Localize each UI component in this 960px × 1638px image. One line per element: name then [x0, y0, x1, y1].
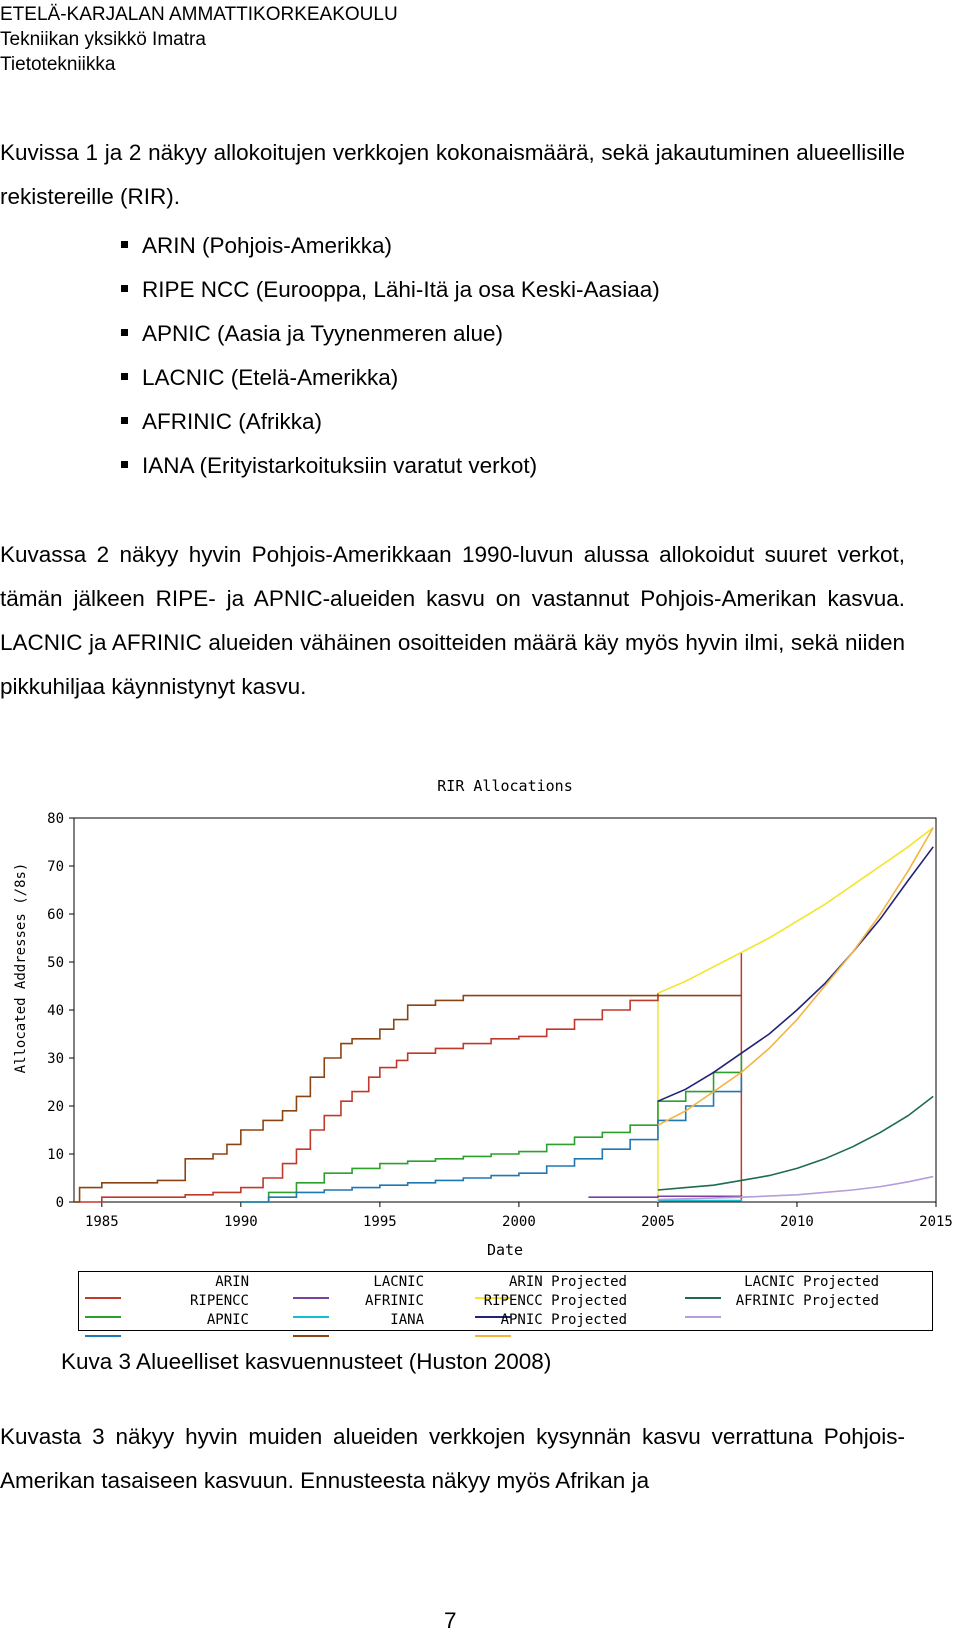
rir-allocations-chart: RIR Allocations Allocated Addresses (/8s…: [13, 777, 953, 1259]
legend-label: LACNIC: [373, 1274, 424, 1290]
series-lacnic-projected: [657, 1095, 934, 1191]
series-iana: [74, 994, 742, 1203]
series-afrinic: [657, 1199, 743, 1202]
legend-entry: APNIC: [79, 1312, 289, 1344]
y-tick-label: 50: [47, 955, 64, 971]
y-tick-label: 10: [47, 1147, 64, 1163]
list-item: AFRINIC (Afrikka): [121, 400, 660, 444]
legend-swatch: [475, 1335, 511, 1337]
bullet-square-icon: [121, 285, 128, 292]
document-header: ETELÄ-KARJALAN AMMATTIKORKEAKOULU Teknii…: [0, 2, 398, 77]
legend-swatch: [475, 1297, 511, 1299]
series-ripencc: [240, 1053, 743, 1203]
header-school: ETELÄ-KARJALAN AMMATTIKORKEAKOULU: [0, 4, 398, 25]
x-axis-label: Date: [487, 1241, 523, 1259]
closing-paragraph: Kuvasta 3 näkyy hyvin muiden alueiden ve…: [0, 1424, 905, 1493]
legend-label: IANA: [390, 1312, 424, 1328]
list-item: RIPE NCC (Eurooppa, Lähi-Itä ja osa Kesk…: [121, 268, 660, 312]
legend-entry: LACNIC Projected: [679, 1274, 919, 1306]
chart-title: RIR Allocations: [437, 777, 572, 795]
legend-swatch: [475, 1316, 511, 1318]
bullet-square-icon: [121, 461, 128, 468]
x-tick-label: 2015: [919, 1214, 953, 1230]
legend-swatch: [293, 1297, 329, 1299]
x-tick-label: 1985: [85, 1214, 119, 1230]
series-ripencc-projected: [657, 846, 934, 1102]
y-tick-label: 40: [47, 1003, 64, 1019]
legend-swatch: [85, 1297, 121, 1299]
legend-swatch: [85, 1316, 121, 1318]
figure-caption: Kuva 3 Alueelliset kasvuennusteet (Husto…: [61, 1349, 552, 1374]
x-tick-label: 1990: [224, 1214, 258, 1230]
legend-swatch: [685, 1297, 721, 1299]
legend-label: LACNIC Projected: [744, 1274, 879, 1290]
legend-entry: ARIN Projected: [469, 1274, 667, 1306]
list-item: IANA (Erityistarkoituksiin varatut verko…: [121, 444, 660, 488]
series-lacnic: [588, 1194, 743, 1198]
legend-entry: AFRINIC: [287, 1293, 464, 1325]
list-item: LACNIC (Etelä-Amerikka): [121, 356, 660, 400]
list-item: ARIN (Pohjois-Amerikka): [121, 224, 660, 268]
analysis-paragraph: Kuvassa 2 näkyy hyvin Pohjois-Amerikkaan…: [0, 542, 905, 699]
legend-entry: RIPENCC Projected: [469, 1293, 667, 1325]
x-tick-label: 2010: [780, 1214, 814, 1230]
y-tick-label: 20: [47, 1099, 64, 1115]
legend-label: APNIC Projected: [500, 1312, 627, 1328]
legend-label: RIPENCC Projected: [483, 1293, 627, 1309]
legend-label: AFRINIC Projected: [735, 1293, 879, 1309]
legend-label: RIPENCC: [189, 1293, 249, 1309]
y-tick-label: 80: [47, 811, 64, 827]
bullet-square-icon: [121, 241, 128, 248]
series-apnic: [240, 1077, 743, 1203]
legend-swatch: [293, 1316, 329, 1318]
legend-label: ARIN: [215, 1274, 249, 1290]
bullet-square-icon: [121, 329, 128, 336]
y-axis: 0 10 20 30 40 50 60 70 80: [47, 811, 74, 1211]
intro-paragraph: Kuvissa 1 ja 2 näkyy allokoitujen verkko…: [0, 140, 905, 209]
chart-legend: ARIN RIPENCC APNIC LACNIC AFRINIC IANA ARIN Pr…: [78, 1271, 933, 1337]
x-tick-label: 2000: [502, 1214, 536, 1230]
legend-swatch: [85, 1335, 121, 1337]
legend-entry: ARIN: [79, 1274, 289, 1306]
legend-entry: APNIC Projected: [469, 1312, 667, 1344]
legend-entry: AFRINIC Projected: [679, 1293, 919, 1325]
header-dept: Tietotekniikka: [0, 54, 116, 75]
legend-label: AFRINIC: [364, 1293, 424, 1309]
legend-swatch: [293, 1335, 329, 1337]
bullet-square-icon: [121, 417, 128, 424]
series-group: [74, 826, 934, 1203]
legend-entry: RIPENCC: [79, 1293, 289, 1325]
series-apnic-projected: [657, 827, 934, 1126]
y-axis-label: Allocated Addresses (/8s): [13, 863, 29, 1074]
x-axis: 1985 1990 1995 2000 2005 2010 2015: [85, 1202, 953, 1230]
legend-swatch: [685, 1316, 721, 1318]
page-number: 7: [444, 1608, 457, 1633]
header-unit: Tekniikan yksikkö Imatra: [0, 29, 206, 50]
plot-area: [73, 817, 937, 1203]
series-afrinic-projected: [657, 1175, 934, 1201]
list-item: APNIC (Aasia ja Tyynenmeren alue): [121, 312, 660, 356]
bullet-square-icon: [121, 373, 128, 380]
y-tick-label: 70: [47, 859, 64, 875]
x-tick-label: 2005: [641, 1214, 675, 1230]
legend-entry: IANA: [287, 1312, 464, 1344]
legend-label: APNIC: [206, 1312, 249, 1328]
legend-label: ARIN Projected: [508, 1274, 627, 1290]
legend-entry: LACNIC: [287, 1274, 464, 1306]
x-tick-label: 1995: [363, 1214, 397, 1230]
y-tick-label: 60: [47, 907, 64, 923]
rir-list: ARIN (Pohjois-Amerikka) RIPE NCC (Euroop…: [121, 224, 660, 488]
series-arin-projected: [657, 826, 934, 994]
series-arin: [74, 993, 659, 1203]
y-tick-label: 0: [56, 1195, 64, 1211]
y-tick-label: 30: [47, 1051, 64, 1067]
